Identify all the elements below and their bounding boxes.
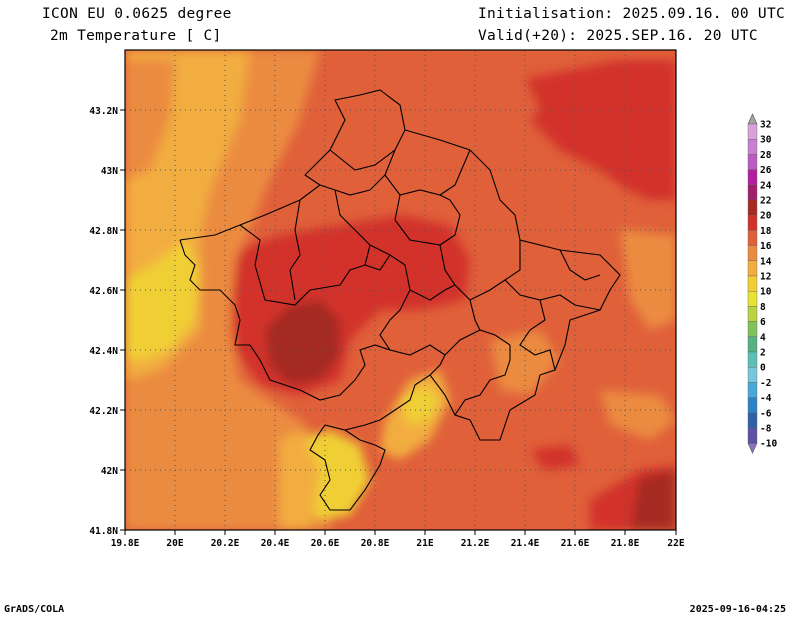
colorbar-band bbox=[747, 245, 758, 262]
colorbar-band bbox=[747, 214, 758, 231]
variable-title: 2m Temperature [ C] bbox=[50, 28, 222, 44]
colorbar-label: 30 bbox=[760, 135, 772, 146]
lon-label: 20E bbox=[166, 538, 183, 549]
longitude-labels: 19.8E 20E 20.2E 20.4E 20.6E 20.8E 21E 21… bbox=[111, 538, 685, 549]
lon-label: 21.6E bbox=[561, 538, 590, 549]
lon-label: 21.2E bbox=[461, 538, 490, 549]
lat-label: 42N bbox=[101, 466, 118, 477]
render-timestamp: 2025-09-16-04:25 bbox=[689, 604, 786, 615]
colorbar-band bbox=[747, 336, 758, 353]
valid-time: Valid(+20): 2025.SEP.16. 20 UTC bbox=[478, 28, 758, 44]
colorbar-label: -4 bbox=[760, 393, 772, 404]
colorbar-band bbox=[747, 291, 758, 307]
colorbar-label: -8 bbox=[760, 424, 772, 435]
lon-label: 19.8E bbox=[111, 538, 140, 549]
colorbar-label: 28 bbox=[760, 150, 772, 161]
colorbar-band bbox=[747, 154, 758, 170]
colorbar-band bbox=[747, 351, 758, 368]
colorbar-bottom-arrow bbox=[747, 442, 758, 454]
lon-label: 22E bbox=[667, 538, 684, 549]
colorbar-label: -2 bbox=[760, 378, 771, 389]
colorbar-band bbox=[747, 260, 758, 277]
colorbar-label: -6 bbox=[760, 408, 772, 419]
lat-label: 42.4N bbox=[89, 346, 118, 357]
administrative-borders bbox=[179, 89, 621, 511]
colorbar-label: 26 bbox=[760, 165, 772, 176]
colorbar-band bbox=[747, 306, 758, 322]
lat-label: 42.6N bbox=[89, 286, 118, 297]
lon-label: 21E bbox=[416, 538, 433, 549]
colorbar-band bbox=[747, 412, 758, 429]
colorbar-label: 0 bbox=[760, 363, 766, 374]
model-title: ICON EU 0.0625 degree bbox=[42, 6, 232, 22]
colorbar-band bbox=[747, 427, 758, 444]
colorbar-band bbox=[747, 199, 758, 216]
grid-lines bbox=[125, 50, 676, 530]
colorbar-band bbox=[747, 382, 758, 398]
colorbar-band bbox=[747, 169, 758, 186]
colorbar-top-arrow bbox=[747, 113, 758, 125]
colorbar-band bbox=[747, 275, 758, 292]
colorbar-label: 24 bbox=[760, 180, 772, 191]
colorbar-label: -10 bbox=[760, 439, 777, 450]
software-credit: GrADS/COLA bbox=[4, 604, 65, 615]
colorbar-band bbox=[747, 397, 758, 414]
lon-label: 21.4E bbox=[511, 538, 540, 549]
colorbar-label: 22 bbox=[760, 196, 771, 207]
colorbar-label: 4 bbox=[760, 332, 766, 343]
colorbar-label: 6 bbox=[760, 317, 766, 328]
colorbar-band bbox=[747, 138, 758, 155]
initialisation-time: Initialisation: 2025.09.16. 00 UTC bbox=[478, 6, 786, 22]
lat-label: 43.2N bbox=[89, 106, 118, 117]
lat-label: 42.8N bbox=[89, 226, 118, 237]
latitude-labels: 43.2N 43N 42.8N 42.6N 42.4N 42.2N 42N 41… bbox=[89, 106, 118, 537]
colorbar-label: 14 bbox=[760, 256, 772, 267]
lat-label: 41.8N bbox=[89, 526, 118, 537]
colorbar-band bbox=[747, 184, 758, 201]
colorbar-label: 32 bbox=[760, 120, 771, 131]
colorbar-label: 16 bbox=[760, 241, 772, 252]
lon-label: 20.2E bbox=[211, 538, 240, 549]
temperature-field bbox=[125, 50, 676, 530]
colorbar-label: 10 bbox=[760, 287, 772, 298]
lat-label: 43N bbox=[101, 166, 118, 177]
lon-label: 20.8E bbox=[361, 538, 390, 549]
colorbar-label: 2 bbox=[760, 348, 766, 359]
lon-label: 21.8E bbox=[611, 538, 640, 549]
colorbar-label: 8 bbox=[760, 302, 766, 313]
colorbar-label: 12 bbox=[760, 272, 771, 283]
lon-label: 20.4E bbox=[261, 538, 290, 549]
tick-marks bbox=[120, 109, 677, 535]
colorbar-band bbox=[747, 123, 758, 140]
colorbar-label: 18 bbox=[760, 226, 772, 237]
colorbar-band bbox=[747, 230, 758, 246]
colorbar-band bbox=[747, 321, 758, 338]
colorbar-band bbox=[747, 367, 758, 383]
lon-label: 20.6E bbox=[311, 538, 340, 549]
lat-label: 42.2N bbox=[89, 406, 118, 417]
colorbar-label: 20 bbox=[760, 211, 772, 222]
